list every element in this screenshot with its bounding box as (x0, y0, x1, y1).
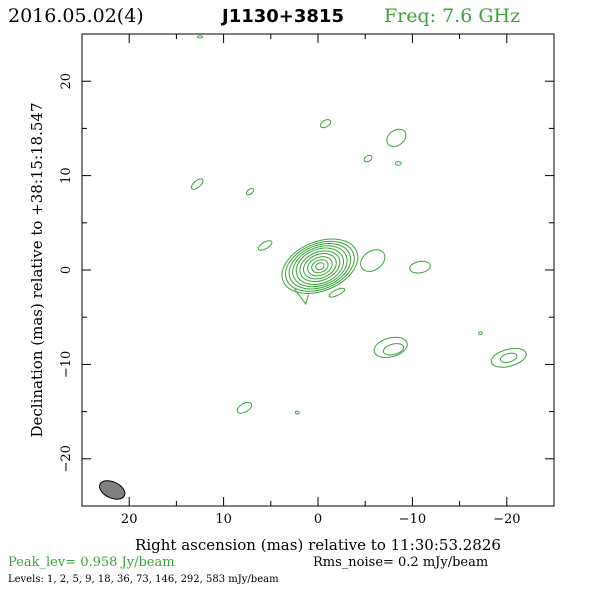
component-contour (499, 352, 518, 363)
component-contour (294, 410, 300, 415)
component-contour (382, 343, 405, 356)
core-contour (315, 262, 325, 271)
x-tick-label: −10 (399, 512, 426, 527)
core-contour (311, 259, 329, 274)
x-axis-title: Right ascension (mas) relative to 11:30:… (135, 536, 501, 554)
core-contour (307, 256, 333, 277)
y-axis-title: Declination (mas) relative to +38:15:18.… (28, 102, 46, 437)
beam-shape (99, 480, 126, 500)
core-contour (295, 247, 345, 285)
axis-ticks (82, 34, 554, 506)
component-contour (477, 331, 483, 336)
core-contour (299, 250, 341, 282)
component-contour (373, 336, 408, 359)
core-contour-tail (294, 288, 310, 306)
x-tick-label: 0 (314, 512, 322, 527)
y-tick-label: −10 (59, 351, 74, 378)
component-contour (363, 154, 373, 163)
core-contour (303, 253, 337, 280)
core-contour (292, 245, 348, 288)
core-contour (285, 240, 355, 292)
core-contour (281, 238, 359, 294)
beam-ellipse (99, 480, 126, 500)
rms-noise: Rms_noise= 0.2 mJy/beam (313, 555, 488, 570)
x-tick-label: 10 (215, 512, 232, 527)
component-contour (490, 347, 527, 368)
x-tick-label: −20 (493, 512, 520, 527)
epoch-date: 2016.05.02(4) (8, 5, 144, 27)
component-contour (360, 249, 386, 272)
component-contour (328, 287, 346, 298)
y-tick-label: 20 (59, 73, 74, 90)
component-contour (257, 240, 273, 251)
y-tick-label: 10 (59, 167, 74, 184)
y-tick-label: −20 (59, 445, 74, 472)
component-contour (236, 401, 253, 414)
component-contour (190, 178, 204, 190)
y-tick-labels: 20 10 0 −10 −20 (59, 73, 74, 473)
x-tick-labels: 20 10 0 −10 −20 (121, 512, 521, 527)
core-contour (288, 243, 352, 290)
component-contour (394, 160, 402, 166)
component-contour (409, 260, 431, 274)
x-tick-label: 20 (121, 512, 138, 527)
peak-level: Peak_lev= 0.958 Jy/beam (8, 555, 175, 570)
component-contour (197, 35, 203, 39)
component-contour (386, 128, 407, 147)
component-contour (319, 119, 332, 129)
contour-levels: Levels: 1, 2, 5, 9, 18, 36, 73, 146, 292… (8, 574, 279, 585)
source-name: J1130+3815 (220, 6, 344, 27)
y-tick-label: 0 (59, 266, 74, 274)
contour-map (190, 35, 527, 415)
frequency-label: Freq: 7.6 GHz (384, 5, 520, 27)
component-contour (245, 188, 255, 196)
